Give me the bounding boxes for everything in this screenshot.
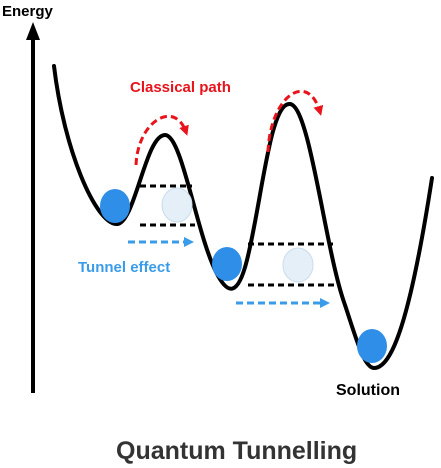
ball-global-minimum bbox=[357, 329, 387, 363]
classical-path-label: Classical path bbox=[130, 79, 231, 96]
energy-axis-arrowhead bbox=[26, 22, 40, 40]
classical-path-arrow-1 bbox=[134, 114, 189, 166]
ghost-ball-1 bbox=[161, 187, 193, 223]
tunnel-effect-label: Tunnel effect bbox=[78, 259, 170, 276]
ball-first-minimum bbox=[100, 189, 130, 223]
diagram-title: Quantum Tunnelling bbox=[116, 437, 357, 465]
ghost-ball-2 bbox=[282, 247, 314, 283]
classical-path-arrow-2 bbox=[266, 89, 324, 153]
solution-label: Solution bbox=[336, 382, 400, 399]
ball-second-minimum bbox=[212, 247, 242, 281]
energy-axis-label: Energy bbox=[2, 3, 54, 20]
